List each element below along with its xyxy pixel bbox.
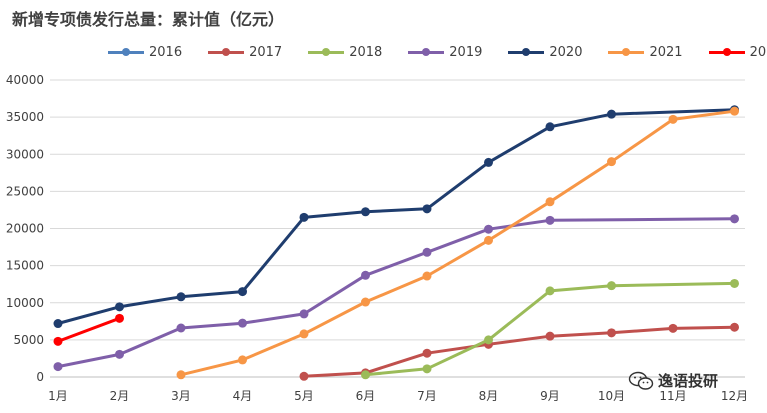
- watermark-text: 逸语投研: [658, 372, 719, 390]
- data-point-2021: [607, 157, 616, 167]
- x-tick-label: 11月: [659, 389, 686, 403]
- legend-item-2022: 2022: [708, 44, 767, 60]
- data-point-2020: [238, 287, 247, 297]
- data-point-2019: [53, 362, 63, 372]
- data-point-2022: [53, 336, 63, 346]
- data-point-2021: [545, 197, 555, 207]
- data-point-2017: [299, 371, 309, 381]
- data-point-2019: [545, 215, 555, 225]
- legend-label: 2019: [449, 44, 483, 60]
- legend-item-2021: 2021: [608, 44, 683, 60]
- legend-item-2018: 2018: [308, 45, 382, 60]
- legend-item-2016: 2016: [108, 45, 182, 60]
- legend-label: 2018: [349, 44, 383, 60]
- legend-label: 2020: [549, 44, 583, 60]
- data-point-2021: [668, 114, 678, 124]
- data-point-2020: [115, 302, 124, 312]
- x-tick-label: 1月: [48, 389, 68, 403]
- series-line-2018: [364, 281, 736, 377]
- data-point-2021: [730, 106, 739, 116]
- data-point-2017: [668, 323, 678, 333]
- data-point-2019: [422, 247, 432, 257]
- x-tick-label: 5月: [294, 389, 314, 403]
- chart-title: 新增专项债发行总量：累计值（亿元）: [12, 10, 285, 29]
- legend-swatch: [708, 47, 745, 57]
- x-tick-label: 12月: [721, 389, 748, 403]
- data-point-2018: [361, 370, 370, 380]
- y-tick-label: 5000: [13, 333, 44, 347]
- y-tick-label: 15000: [6, 259, 44, 273]
- y-tick-label: 0: [36, 370, 44, 384]
- data-point-2017: [545, 331, 555, 341]
- legend-item-2019: 2019: [408, 45, 482, 60]
- legend-swatch: [308, 47, 345, 57]
- legend-swatch: [508, 47, 545, 57]
- data-point-2021: [299, 329, 309, 339]
- data-point-2020: [545, 122, 555, 132]
- legend-swatch: [408, 47, 445, 57]
- watermark: 逸语投研: [628, 370, 718, 391]
- data-point-2019: [115, 349, 124, 359]
- data-point-2021: [238, 355, 247, 365]
- data-point-2021: [422, 271, 432, 281]
- data-point-2020: [422, 204, 432, 214]
- legend-label: 2016: [149, 44, 183, 60]
- data-point-2018: [607, 281, 616, 291]
- legend-item-2017: 2017: [208, 45, 282, 60]
- data-point-2019: [484, 224, 493, 234]
- data-point-2018: [484, 335, 493, 345]
- series-line-2019: [56, 217, 736, 369]
- data-point-2020: [607, 109, 616, 119]
- x-tick-label: 4月: [233, 389, 253, 403]
- data-point-2018: [545, 286, 555, 296]
- data-point-2018: [422, 364, 432, 374]
- y-tick-label: 25000: [6, 184, 44, 198]
- x-tick-label: 9月: [540, 389, 560, 403]
- legend-label: 2021: [649, 44, 683, 60]
- data-point-2020: [484, 157, 493, 167]
- data-point-2022: [115, 313, 124, 323]
- legend-label: 2022: [749, 44, 767, 60]
- data-point-2019: [361, 270, 370, 280]
- x-tick-label: 10月: [598, 389, 625, 403]
- x-tick-label: 8月: [479, 389, 499, 403]
- data-point-2018: [730, 278, 739, 288]
- chart-legend: 2016 2017 2018 2019 2020 2021 2022: [108, 42, 767, 62]
- data-point-2021: [176, 370, 186, 380]
- legend-item-2020: 2020: [508, 45, 582, 60]
- data-point-2020: [176, 292, 186, 302]
- x-tick-label: 2月: [110, 389, 130, 403]
- x-tick-label: 7月: [417, 389, 437, 403]
- data-point-2017: [422, 348, 432, 358]
- y-tick-label: 35000: [6, 110, 44, 124]
- data-point-2021: [484, 235, 493, 245]
- series-line-2022: [56, 316, 121, 343]
- legend-swatch: [208, 47, 245, 57]
- data-point-2020: [361, 207, 370, 217]
- series-line-2017: [302, 325, 736, 378]
- legend-label: 2017: [249, 44, 283, 60]
- data-point-2017: [607, 328, 616, 338]
- data-point-2019: [299, 309, 309, 319]
- data-point-2021: [361, 297, 370, 307]
- data-point-2020: [53, 319, 63, 329]
- x-tick-label: 3月: [171, 389, 191, 403]
- y-tick-label: 10000: [6, 296, 44, 310]
- data-point-2017: [730, 322, 739, 332]
- series-line-2020: [56, 108, 736, 325]
- data-point-2019: [730, 214, 739, 224]
- data-point-2020: [299, 212, 309, 222]
- data-point-2019: [238, 318, 247, 328]
- x-tick-label: 6月: [356, 389, 376, 403]
- wechat-icon: [628, 371, 654, 390]
- data-point-2019: [176, 323, 186, 333]
- y-tick-label: 40000: [6, 73, 44, 87]
- y-tick-label: 20000: [6, 222, 44, 236]
- y-tick-label: 30000: [6, 147, 44, 161]
- legend-swatch: [108, 47, 144, 57]
- series-line-2021: [179, 109, 736, 377]
- legend-swatch: [608, 47, 645, 57]
